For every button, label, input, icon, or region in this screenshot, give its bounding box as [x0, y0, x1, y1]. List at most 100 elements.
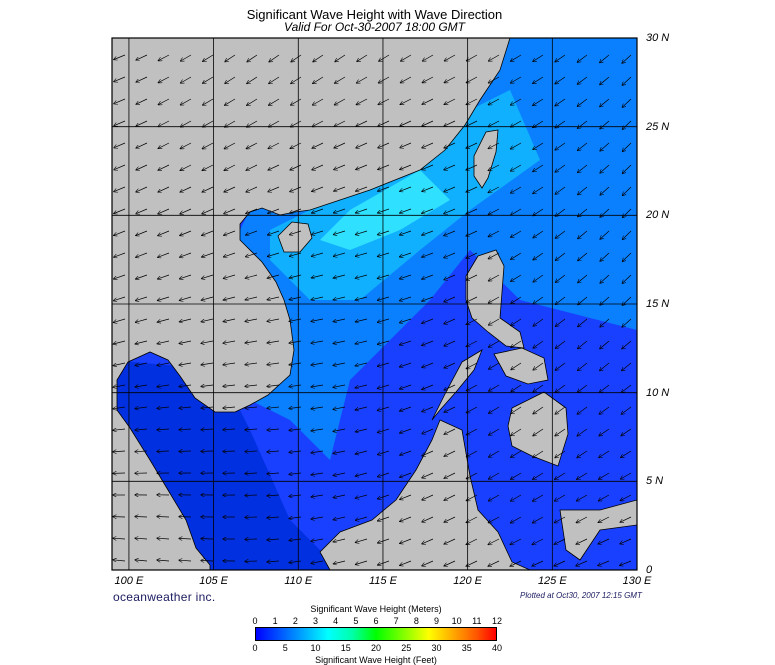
- wave-arrow: [224, 142, 236, 149]
- wave-arrow: [356, 164, 368, 170]
- wave-arrow: [623, 186, 632, 195]
- wave-arrow: [136, 142, 148, 148]
- wave-arrow: [158, 76, 170, 83]
- wave-arrow: [202, 230, 214, 235]
- wave-arrow: [333, 472, 346, 476]
- wave-arrow: [289, 429, 302, 430]
- wave-arrow: [179, 318, 192, 322]
- wave-arrow: [422, 428, 434, 434]
- wave-arrow: [179, 538, 192, 539]
- wave-arrow: [511, 494, 522, 501]
- wave-arrow: [578, 384, 588, 392]
- chart-title: Significant Wave Height with Wave Direct…: [246, 7, 503, 22]
- wave-arrow: [113, 429, 126, 430]
- wave-arrow: [311, 274, 324, 278]
- wave-arrow: [511, 428, 522, 436]
- wave-arrow: [136, 120, 148, 126]
- wave-arrow: [489, 296, 500, 303]
- wave-arrow: [356, 208, 368, 213]
- wave-arrow: [489, 76, 500, 83]
- wave-arrow: [246, 208, 258, 214]
- wave-arrow: [423, 54, 434, 61]
- wave-arrow: [555, 384, 566, 392]
- wave-arrow: [599, 472, 610, 479]
- wave-arrow: [181, 98, 192, 105]
- wave-arrow: [136, 296, 148, 301]
- wave-arrow: [600, 252, 610, 261]
- wave-arrow: [136, 54, 148, 60]
- wave-arrow: [114, 164, 126, 170]
- lat-label: 5 N: [646, 475, 664, 488]
- legend-meters-tick: 4: [333, 616, 339, 626]
- wave-arrow: [247, 120, 258, 127]
- wave-arrow: [598, 538, 610, 544]
- wave-arrow: [378, 164, 390, 170]
- wave-arrow: [180, 274, 192, 279]
- wave-arrow: [466, 494, 478, 501]
- wave-arrow: [135, 451, 148, 452]
- legend-feet-tick: 10: [310, 643, 321, 653]
- lon-label: 130 E: [622, 575, 652, 587]
- wave-arrow: [422, 142, 434, 148]
- wave-arrow: [225, 120, 236, 127]
- land-hainan: [277, 221, 313, 253]
- wave-arrow: [311, 473, 324, 475]
- wave-arrow: [533, 406, 544, 414]
- wave-arrow: [157, 538, 170, 539]
- wave-arrow: [577, 472, 588, 479]
- wave-arrow: [223, 451, 236, 452]
- wave-arrow: [247, 76, 258, 84]
- wave-arrow: [422, 230, 434, 235]
- wave-arrow: [466, 274, 478, 280]
- wave-arrow: [378, 538, 390, 543]
- wave-arrow: [113, 385, 126, 387]
- wave-arrow: [355, 472, 368, 476]
- wave-arrow: [400, 450, 412, 455]
- wave-arrow: [620, 538, 632, 544]
- wave-arrow: [312, 230, 324, 235]
- wave-arrow: [576, 516, 588, 523]
- wave-arrow: [600, 186, 610, 195]
- wave-arrow: [400, 230, 412, 235]
- wave-arrow: [269, 76, 280, 84]
- wave-arrow: [267, 296, 280, 300]
- lat-label: 0: [646, 564, 653, 576]
- wave-arrow: [510, 560, 522, 566]
- wave-arrow: [400, 186, 412, 191]
- wave-arrow: [556, 340, 566, 348]
- wave-arrow: [113, 340, 126, 344]
- wave-arrow: [333, 451, 346, 453]
- wave-arrow: [224, 274, 236, 278]
- wave-arrow: [622, 296, 632, 305]
- wave-arrow: [466, 98, 478, 105]
- wave-arrow: [378, 406, 390, 410]
- wave-arrow: [444, 230, 456, 236]
- wave-arrow: [422, 296, 434, 301]
- wave-arrow: [136, 230, 148, 236]
- wave-arrow: [466, 340, 478, 347]
- wave-arrow: [201, 561, 214, 562]
- valid-time-subtitle: Valid For Oct-30-2007 18:00 GMT: [284, 20, 465, 34]
- wave-arrow: [378, 230, 390, 235]
- wave-arrow: [136, 274, 148, 279]
- wave-arrow: [158, 186, 170, 192]
- wave-arrow: [511, 98, 522, 105]
- wave-arrow: [444, 538, 456, 544]
- wave-arrow: [312, 252, 324, 256]
- wave-arrow: [269, 120, 280, 127]
- wave-arrow: [180, 252, 192, 257]
- map-frame: [111, 37, 638, 571]
- wave-arrow: [466, 406, 478, 413]
- wave-arrow: [333, 385, 346, 387]
- wave-arrow: [378, 186, 390, 191]
- wave-arrow: [289, 385, 302, 387]
- wave-arrow: [378, 494, 390, 499]
- wave-zone-peak: [320, 170, 450, 250]
- wave-arrow: [290, 208, 302, 213]
- wave-arrow: [511, 274, 522, 281]
- wave-arrow: [313, 54, 324, 62]
- wave-arrow: [533, 340, 544, 348]
- wave-arrow: [511, 318, 522, 326]
- wave-arrow: [334, 142, 346, 148]
